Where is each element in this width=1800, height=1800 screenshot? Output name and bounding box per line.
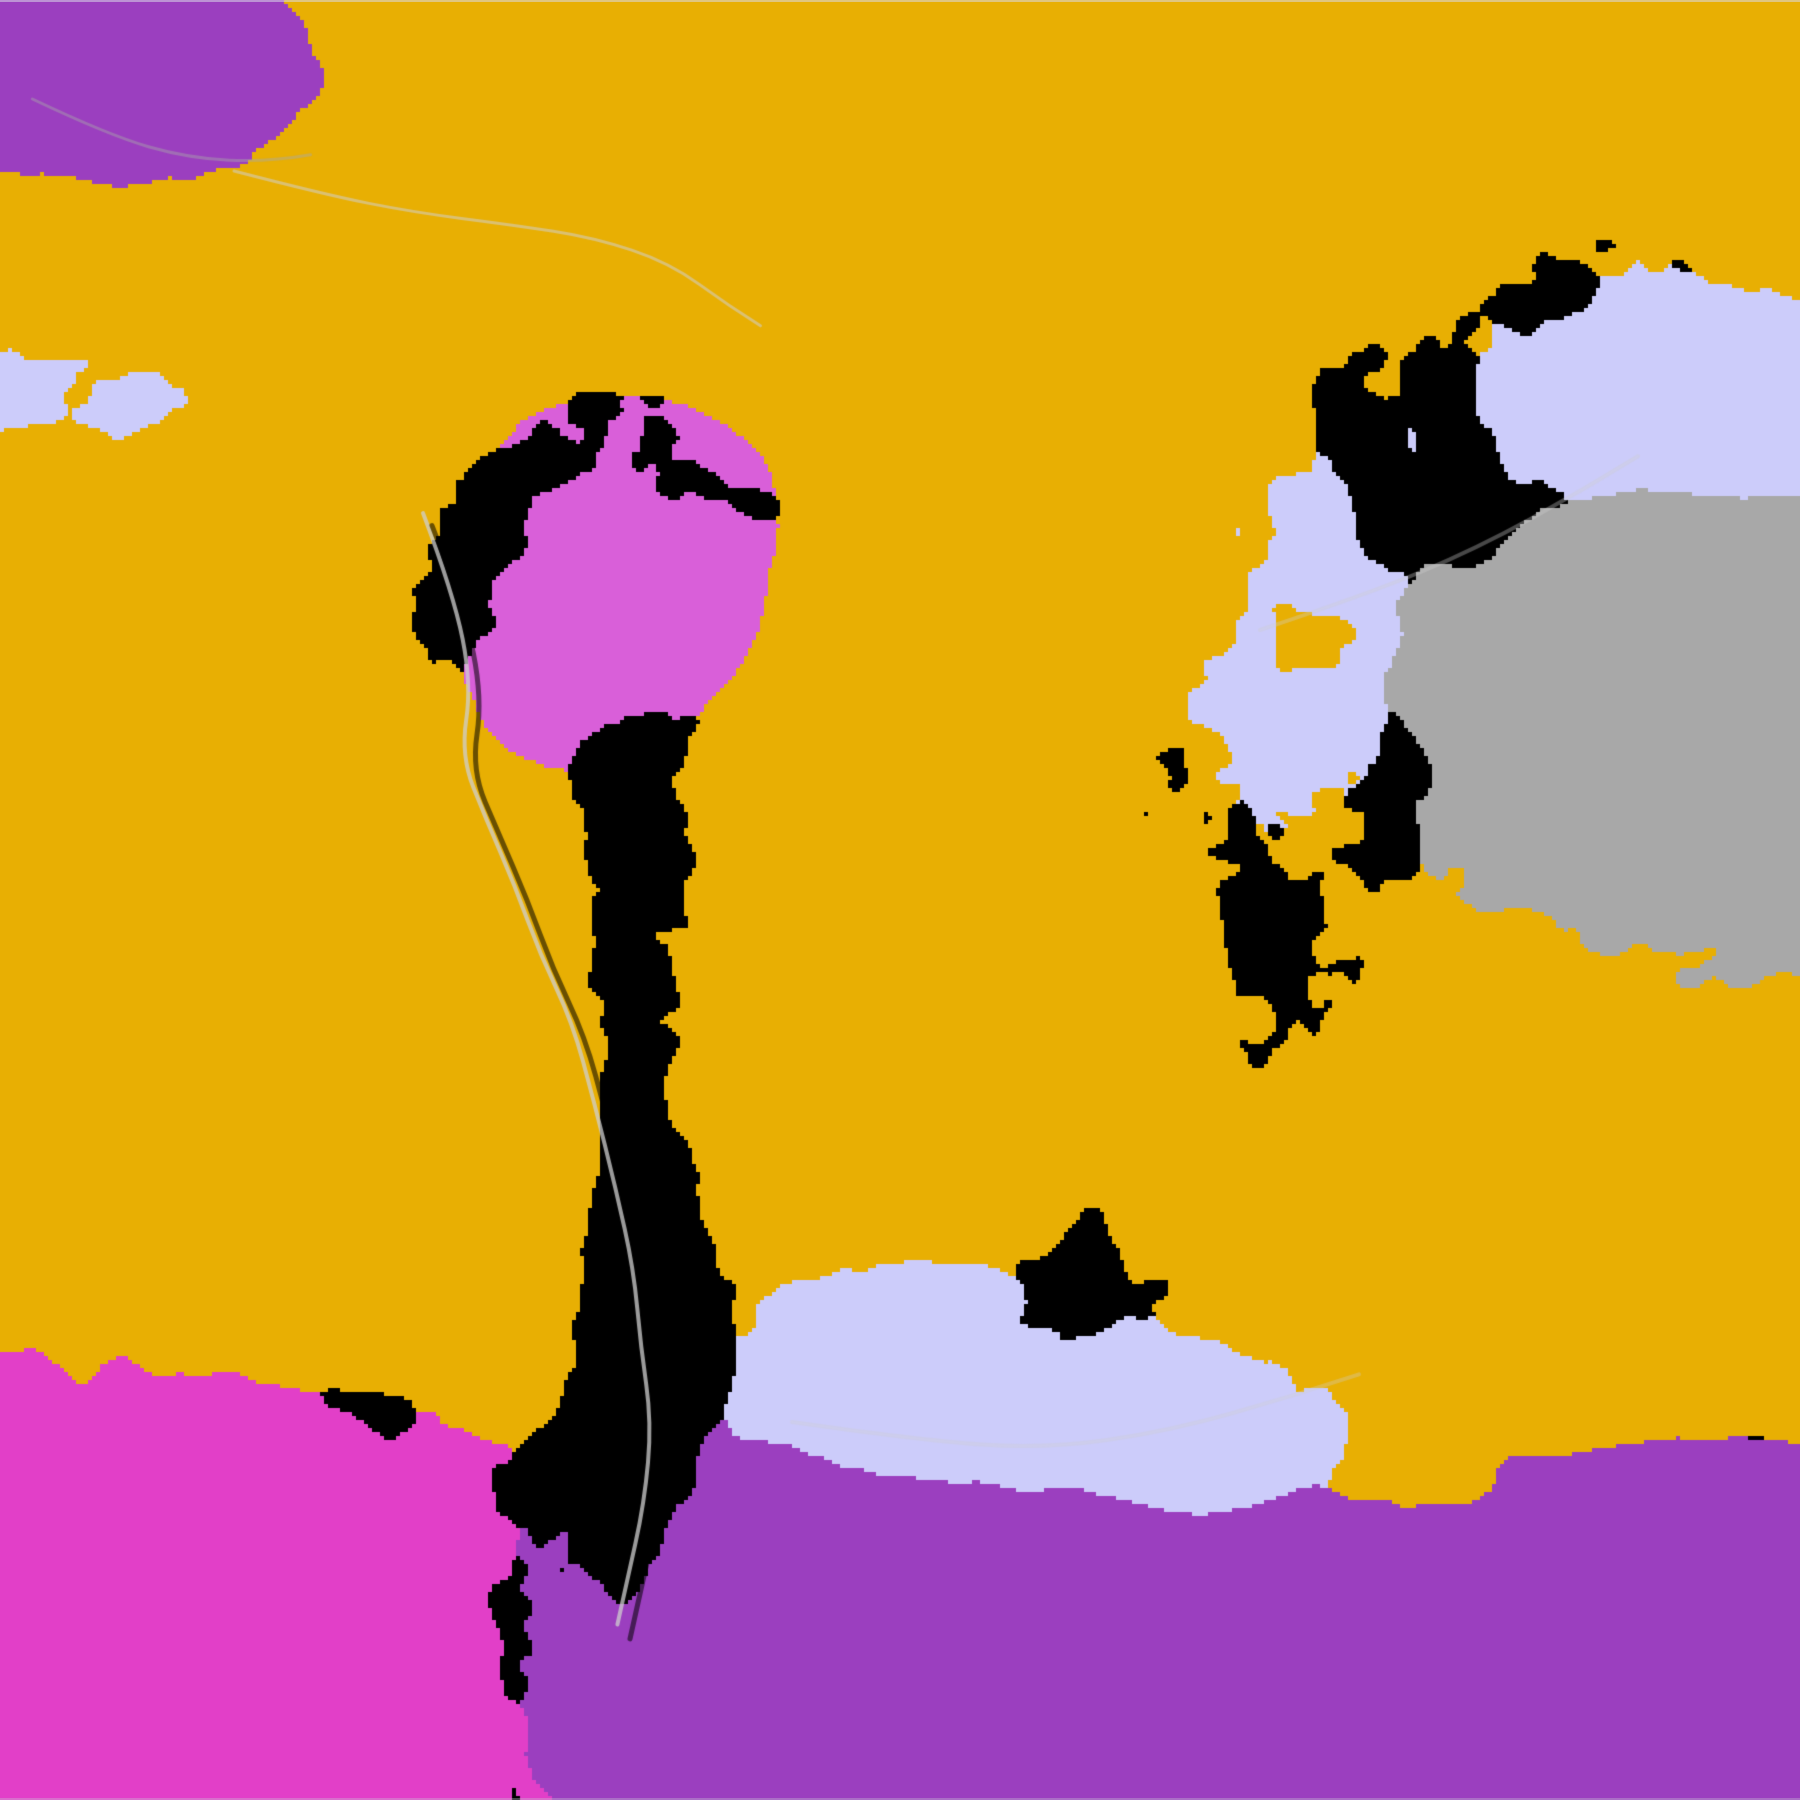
satellite-image-viewport — [0, 0, 1800, 1800]
satellite-false-color-raster — [0, 0, 1800, 1800]
